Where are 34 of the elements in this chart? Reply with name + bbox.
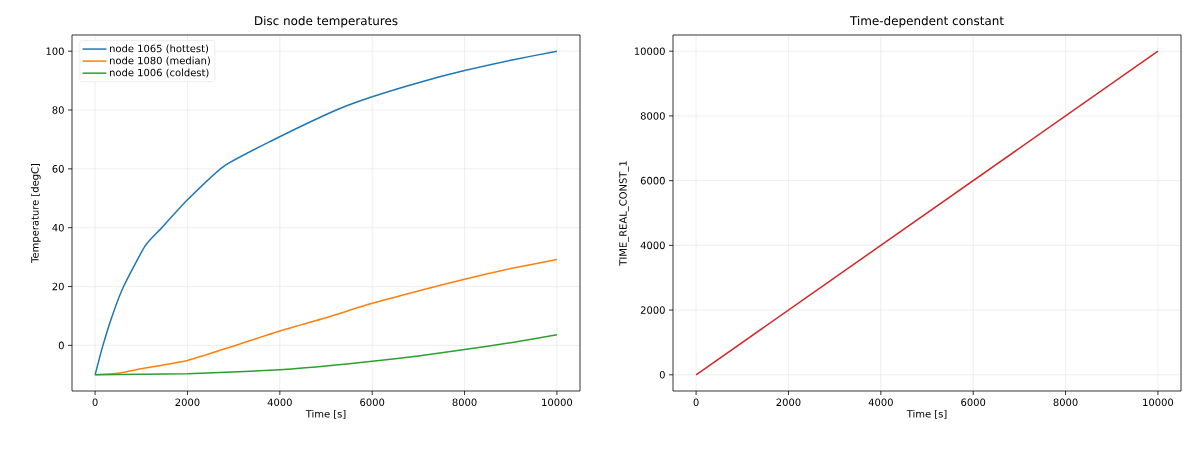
y-tick-label: 80 [52, 106, 64, 114]
y-tick-label: 4000 [640, 241, 665, 250]
x-tick-label: 2000 [175, 398, 200, 407]
y-axis-title: Temperature [degC] [30, 163, 41, 263]
x-tick-label: 2000 [776, 398, 801, 407]
legend-label: node 1006 (coldest) [110, 68, 209, 78]
y-tick-label: 8000 [640, 112, 665, 120]
y-tick-label: 10000 [634, 47, 665, 55]
x-tick-label: 0 [693, 398, 699, 407]
y-tick-label: 0 [58, 341, 64, 350]
x-tick-label: 8000 [452, 398, 477, 407]
y-tick-label: 100 [46, 47, 64, 55]
x-tick-label: 4000 [868, 398, 893, 407]
y-tick-label: 6000 [640, 176, 665, 185]
x-tick-label: 10000 [1143, 398, 1174, 407]
x-axis-title: Time [s] [305, 409, 346, 419]
chart-title: Time-dependent constant [849, 15, 1004, 28]
x-tick-label: 6000 [360, 398, 385, 407]
x-tick-label: 4000 [267, 398, 292, 407]
x-axis-title: Time [s] [906, 409, 947, 419]
x-tick-label: 10000 [542, 398, 573, 407]
y-tick-label: 0 [659, 371, 665, 379]
y-axis-title: TIME_REAL_CONST_1 [619, 161, 629, 266]
y-tick-label: 2000 [640, 306, 665, 314]
x-tick-label: 0 [92, 398, 98, 407]
y-tick-label: 40 [52, 223, 64, 232]
y-tick-label: 20 [52, 282, 64, 291]
x-tick-label: 6000 [961, 398, 986, 407]
line-series [94, 334, 558, 376]
legend-label: node 1065 (hottest) [110, 44, 209, 54]
chart-title: Disc node temperatures [255, 15, 398, 28]
x-tick-label: 8000 [1053, 398, 1078, 407]
legend-label: node 1080 (median) [110, 56, 210, 66]
y-tick-label: 60 [52, 165, 64, 173]
